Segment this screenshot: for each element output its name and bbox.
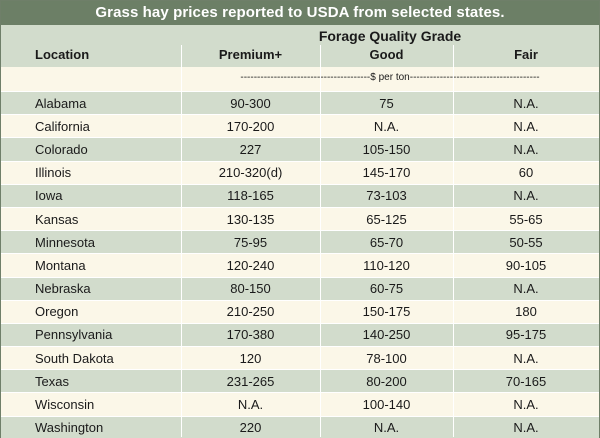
premium-price-cell: 231-265 — [226, 373, 275, 389]
location-cell: Texas — [35, 373, 69, 389]
good-price-cell: 65-125 — [366, 211, 407, 227]
good-column-header: Good — [369, 47, 404, 62]
premium-price-cell: 120 — [239, 350, 262, 366]
table-row: Illinois 210-320(d) 145-170 60 — [1, 160, 599, 184]
good-price-cell: 150-175 — [362, 304, 411, 320]
good-price-cell: 110-120 — [363, 257, 410, 273]
premium-price-cell: N.A. — [237, 397, 264, 413]
fair-price-cell: 60 — [518, 165, 534, 181]
good-price-cell: 145-170 — [362, 165, 411, 181]
good-price-cell: 65-70 — [369, 234, 404, 250]
fair-price-cell: N.A. — [513, 350, 539, 366]
good-price-cell: 73-103 — [366, 188, 407, 204]
good-price-cell: N.A. — [373, 420, 400, 436]
good-price-cell: 105-150 — [362, 141, 411, 157]
good-price-cell: 140-250 — [362, 327, 411, 343]
good-price-cell: 78-100 — [366, 350, 407, 366]
table-row: Nebraska 80-150 60-75 N.A. — [1, 276, 599, 300]
location-cell: Illinois — [35, 165, 72, 181]
good-price-cell: 75 — [379, 95, 394, 111]
forage-quality-grade-heading: Forage Quality Grade — [318, 28, 462, 44]
location-cell: Nebraska — [35, 281, 91, 297]
good-price-cell: N.A. — [373, 118, 400, 134]
premium-price-cell: 170-200 — [226, 118, 275, 134]
premium-price-cell: 227 — [239, 141, 262, 157]
table-row: Oregon 210-250 150-175 180 — [1, 299, 599, 323]
location-cell: Pennsylvania — [35, 327, 113, 343]
fair-price-cell: N.A. — [513, 141, 539, 157]
fair-price-cell: 95-175 — [505, 327, 547, 343]
location-cell: California — [35, 118, 90, 134]
premium-price-cell: 120-240 — [226, 257, 275, 273]
location-cell: South Dakota — [35, 350, 114, 366]
fair-price-cell: 55-65 — [509, 211, 543, 227]
fair-price-cell: 90-105 — [505, 257, 547, 273]
fair-price-cell: 50-55 — [509, 234, 543, 250]
fair-price-cell: N.A. — [513, 420, 539, 436]
premium-price-cell: 220 — [239, 420, 262, 436]
column-divider — [453, 45, 454, 437]
table-header: Forage Quality Grade Location Premium+ G… — [1, 25, 599, 67]
column-divider — [320, 45, 321, 437]
location-cell: Iowa — [35, 188, 63, 204]
premium-price-cell: 118-165 — [227, 188, 274, 204]
table-row: Colorado 227 105-150 N.A. — [1, 137, 599, 161]
location-column-header: Location — [35, 47, 90, 62]
table-title: Grass hay prices reported to USDA from s… — [1, 1, 599, 25]
table-row: California 170-200 N.A. N.A. — [1, 114, 599, 138]
location-cell: Alabama — [35, 95, 87, 111]
table-row: Kansas 130-135 65-125 55-65 — [1, 206, 599, 231]
premium-price-cell: 210-320(d) — [218, 165, 283, 181]
good-price-cell: 80-200 — [366, 373, 407, 389]
premium-price-cell: 75-95 — [233, 234, 268, 250]
fair-price-cell: N.A. — [513, 188, 539, 204]
table-row: Washington 220 N.A. N.A. — [1, 415, 599, 438]
unit-row: ---------------------------------------$… — [1, 67, 599, 91]
location-cell: Wisconsin — [35, 397, 95, 413]
location-cell: Washington — [35, 420, 104, 436]
good-price-cell: 100-140 — [362, 397, 411, 413]
fair-price-cell: N.A. — [513, 281, 539, 297]
location-cell: Montana — [35, 257, 86, 273]
unit-label: ---------------------------------------$… — [240, 72, 540, 83]
fair-price-cell: N.A. — [513, 397, 539, 413]
table-row: Wisconsin N.A. 100-140 N.A. — [1, 392, 599, 416]
fair-column-header: Fair — [514, 47, 538, 62]
fair-price-cell: 180 — [515, 304, 537, 320]
premium-price-cell: 90-300 — [230, 95, 271, 111]
premium-price-cell: 130-135 — [226, 211, 275, 227]
table-row: Minnesota 75-95 65-70 50-55 — [1, 230, 599, 254]
table-row: Montana 120-240 110-120 90-105 — [1, 253, 599, 277]
premium-price-cell: 80-150 — [230, 281, 271, 297]
fair-price-cell: N.A. — [513, 95, 539, 111]
premium-column-header: Premium+ — [218, 47, 283, 62]
premium-price-cell: 210-250 — [226, 304, 275, 320]
location-cell: Colorado — [35, 141, 88, 157]
fair-price-cell: N.A. — [513, 118, 539, 134]
table-row: Iowa 118-165 73-103 N.A. — [1, 183, 599, 207]
location-cell: Kansas — [35, 211, 79, 227]
table-row: Alabama 90-300 75 N.A. — [1, 91, 599, 115]
premium-price-cell: 170-380 — [226, 327, 275, 343]
fair-price-cell: 70-165 — [505, 373, 547, 389]
table-row: Pennsylvania 170-380 140-250 95-175 — [1, 322, 599, 347]
table-row: Texas 231-265 80-200 70-165 — [1, 369, 599, 393]
table-row: South Dakota 120 78-100 N.A. — [1, 346, 599, 370]
location-cell: Minnesota — [35, 234, 95, 250]
location-cell: Oregon — [35, 304, 79, 320]
table-body: Alabama 90-300 75 N.A. California 170-200 N.A.… — [1, 91, 599, 438]
good-price-cell: 60-75 — [369, 281, 404, 297]
column-divider — [181, 45, 182, 437]
